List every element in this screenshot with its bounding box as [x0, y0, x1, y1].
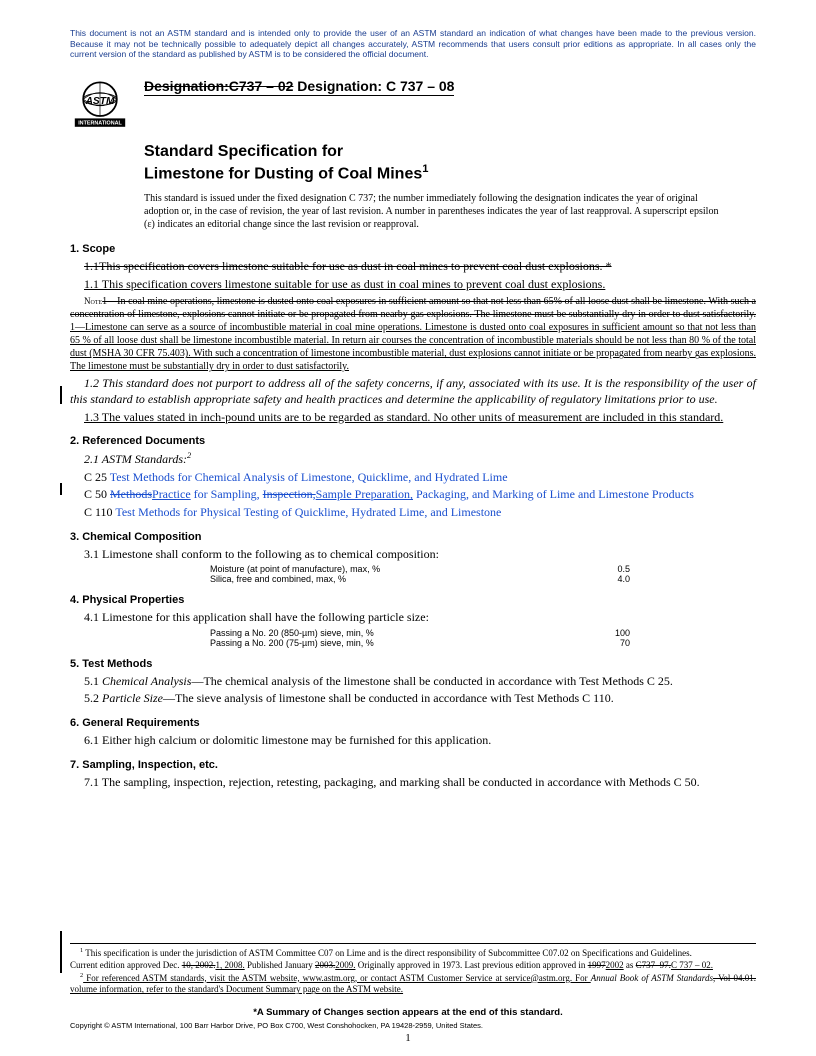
- para-1-3: 1.3 The values stated in inch-pound unit…: [70, 410, 756, 426]
- summary-note: *A Summary of Changes section appears at…: [0, 1007, 816, 1018]
- section-7-head: 7. Sampling, Inspection, etc.: [70, 759, 756, 771]
- para-7-1: 7.1 The sampling, inspection, rejection,…: [70, 775, 756, 791]
- para-4-1: 4.1 Limestone for this application shall…: [70, 610, 756, 626]
- title-block: Standard Specification for Limestone for…: [144, 142, 756, 184]
- para-3-1: 3.1 Limestone shall conform to the follo…: [70, 547, 756, 563]
- change-bar: [60, 931, 62, 973]
- section-5-head: 5. Test Methods: [70, 658, 756, 670]
- para-1-2: 1.2 This standard does not purport to ad…: [70, 376, 756, 407]
- ref-c25: C 25 Test Methods for Chemical Analysis …: [70, 470, 756, 486]
- para-1-1-old: 1.1This specification covers limestone s…: [70, 259, 756, 275]
- svg-text:INTERNATIONAL: INTERNATIONAL: [78, 120, 122, 126]
- astm-logo: ASTM INTERNATIONAL: [70, 74, 130, 134]
- title-line1: Standard Specification for: [144, 142, 756, 162]
- change-bar: [60, 483, 62, 495]
- para-1-1-new: 1.1 This specification covers limestone …: [70, 277, 756, 293]
- header-row: ASTM INTERNATIONAL Designation:C737 – 02…: [70, 74, 756, 134]
- section-4-head: 4. Physical Properties: [70, 594, 756, 606]
- section-2-head: 2. Referenced Documents: [70, 435, 756, 447]
- footnote-1b: Current edition approved Dec. 10, 2002.1…: [70, 960, 756, 972]
- footnotes: 1 This specification is under the jurisd…: [70, 943, 756, 996]
- page-number: 1: [0, 1032, 816, 1044]
- phys-table: Passing a No. 20 (850-µm) sieve, min, %1…: [210, 628, 756, 648]
- title-line2: Limestone for Dusting of Coal Mines1: [144, 162, 756, 184]
- section-3-head: 3. Chemical Composition: [70, 531, 756, 543]
- section-1-head: 1. Scope: [70, 243, 756, 255]
- chem-table: Moisture (at point of manufacture), max,…: [210, 564, 756, 584]
- para-5-2: 5.2 Particle Size—The sieve analysis of …: [70, 691, 756, 707]
- para-2-1: 2.1 ASTM Standards:2: [70, 451, 756, 468]
- ref-c50: C 50 MethodsPractice for Sampling, Inspe…: [70, 487, 756, 503]
- footnote-2: 2 For referenced ASTM standards, visit t…: [70, 972, 756, 996]
- issue-note: This standard is issued under the fixed …: [144, 192, 726, 231]
- ref-c110: C 110 Test Methods for Physical Testing …: [70, 505, 756, 521]
- para-5-1: 5.1 Chemical Analysis—The chemical analy…: [70, 674, 756, 690]
- copyright: Copyright © ASTM International, 100 Barr…: [70, 1021, 483, 1030]
- change-bar: [60, 386, 62, 404]
- footnote-1: 1 This specification is under the jurisd…: [70, 947, 756, 960]
- svg-text:ASTM: ASTM: [85, 96, 115, 107]
- designation: Designation:C737 – 02 Designation: C 737…: [144, 78, 454, 96]
- para-6-1: 6.1 Either high calcium or dolomitic lim…: [70, 733, 756, 749]
- note-1: Note1—In coal mine operations, limestone…: [70, 295, 756, 373]
- disclaimer-text: This document is not an ASTM standard an…: [70, 28, 756, 60]
- section-6-head: 6. General Requirements: [70, 717, 756, 729]
